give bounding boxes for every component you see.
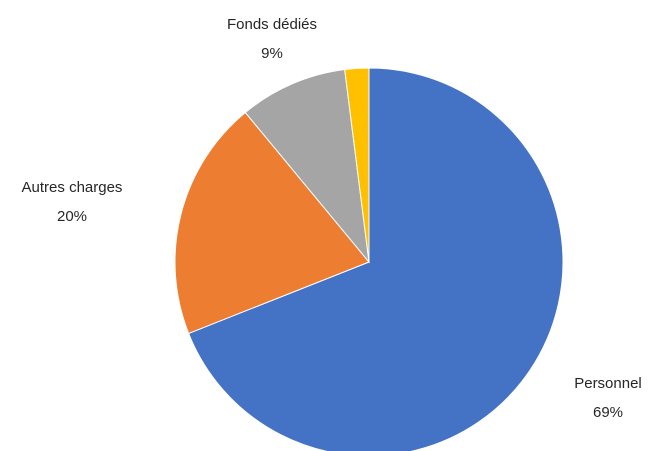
- slice-name-autres-charges: Autres charges: [22, 179, 123, 196]
- slice-value-personnel: 69%: [593, 404, 623, 421]
- pie-slice-autres-charges: [174, 111, 370, 335]
- slice-value-autres-charges: 20%: [57, 208, 87, 225]
- slice-value-fonds-dedies: 9%: [261, 45, 283, 62]
- pie-slices: [174, 67, 564, 451]
- slice-label-autres-charges: Autres charges 20%: [22, 179, 123, 225]
- slice-label-fonds-dedies: Fonds dédiés 9%: [227, 16, 317, 62]
- slice-name-personnel: Personnel: [574, 375, 642, 392]
- pie-slice-unlabeled-3: [344, 67, 370, 263]
- pie-slice-fonds-dedies: [244, 68, 370, 264]
- pie-slice-personnel: [187, 67, 564, 451]
- slice-label-personnel: Personnel 69%: [574, 375, 642, 421]
- slice-name-fonds-dedies: Fonds dédiés: [227, 16, 317, 33]
